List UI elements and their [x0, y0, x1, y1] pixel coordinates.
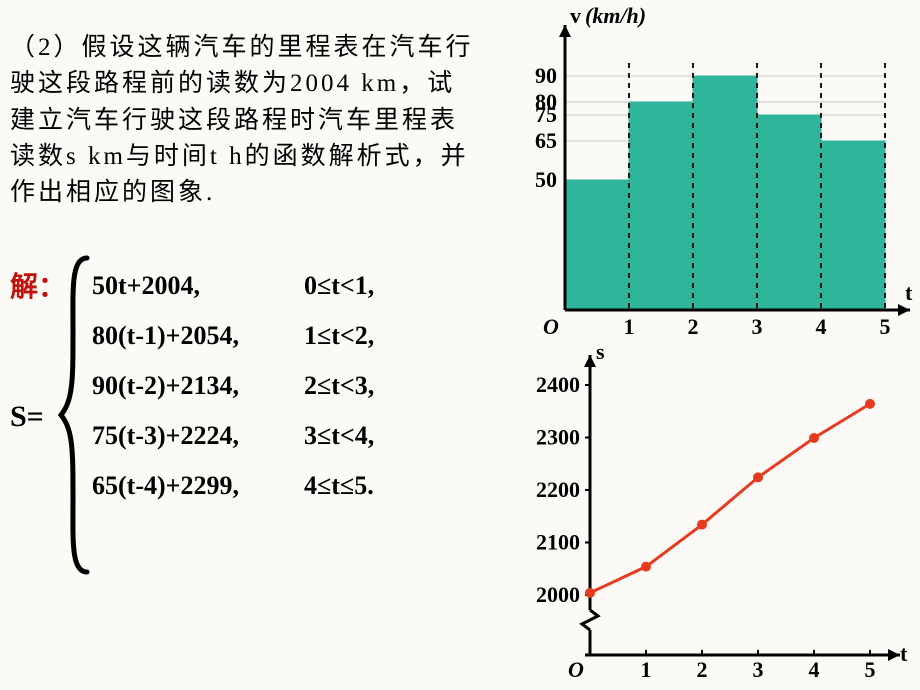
piece-row: 90(t-2)+2134, 2≤t<3, [92, 362, 374, 410]
svg-text:O: O [543, 314, 559, 335]
svg-text:2000: 2000 [536, 582, 580, 607]
velocity-bar-chart: 506575809012345Ov(km/h)t(h [505, 5, 915, 335]
piece-cond: 3≤t<4, [304, 412, 374, 460]
svg-text:2100: 2100 [536, 530, 580, 555]
svg-text:1: 1 [641, 657, 652, 680]
piece-cond: 0≤t<1, [304, 262, 374, 310]
svg-text:(km/h): (km/h) [585, 5, 646, 28]
svg-text:65: 65 [535, 128, 557, 153]
piece-expr: 80(t-1)+2054, [92, 312, 302, 360]
piece-expr: 50t+2004, [92, 262, 302, 310]
piece-expr: 90(t-2)+2134, [92, 362, 302, 410]
svg-text:t: t [905, 280, 913, 305]
svg-text:50: 50 [535, 167, 557, 192]
svg-text:3: 3 [752, 314, 763, 335]
svg-text:90: 90 [535, 63, 557, 88]
slide-page: （2）假设这辆汽车的里程表在汽车行驶这段路程前的读数为2004 km，试建立汽车… [0, 0, 920, 690]
svg-text:2200: 2200 [536, 477, 580, 502]
s-equals: S= [10, 400, 44, 434]
piece-row: 75(t-3)+2224, 3≤t<4, [92, 412, 374, 460]
piece-row: 80(t-1)+2054, 1≤t<2, [92, 312, 374, 360]
piece-cond: 2≤t<3, [304, 362, 374, 410]
svg-text:80: 80 [535, 89, 557, 114]
piecewise-function: 50t+2004, 0≤t<1, 80(t-1)+2054, 1≤t<2, 90… [90, 260, 376, 512]
piece-expr: 65(t-4)+2299, [92, 462, 302, 510]
svg-text:3: 3 [753, 657, 764, 680]
svg-text:2300: 2300 [536, 425, 580, 450]
piece-cond: 4≤t≤5. [304, 462, 374, 510]
piece-row: 65(t-4)+2299, 4≤t≤5. [92, 462, 374, 510]
svg-text:s: s [596, 339, 605, 364]
svg-text:2400: 2400 [536, 372, 580, 397]
svg-text:t: t [900, 641, 908, 666]
brace-icon [55, 250, 95, 580]
svg-text:5: 5 [880, 314, 891, 335]
svg-text:4: 4 [816, 314, 827, 335]
svg-text:2: 2 [688, 314, 699, 335]
piece-expr: 75(t-3)+2224, [92, 412, 302, 460]
svg-text:1: 1 [624, 314, 635, 335]
problem-text: （2）假设这辆汽车的里程表在汽车行驶这段路程前的读数为2004 km，试建立汽车… [10, 30, 480, 211]
svg-text:4: 4 [809, 657, 820, 680]
svg-text:O: O [568, 657, 584, 680]
piece-cond: 1≤t<2, [304, 312, 374, 360]
svg-text:v: v [570, 5, 581, 28]
svg-text:5: 5 [865, 657, 876, 680]
svg-text:2: 2 [697, 657, 708, 680]
odometer-line-chart: 2000 2100 2200 2300 2400 1 2 3 4 5 Os t [505, 335, 915, 680]
piece-row: 50t+2004, 0≤t<1, [92, 262, 374, 310]
